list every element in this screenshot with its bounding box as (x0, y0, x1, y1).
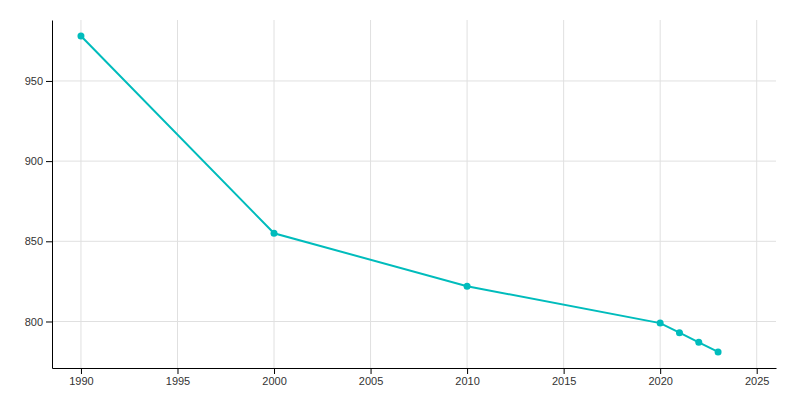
point (695, 339, 702, 346)
grid (52, 20, 776, 368)
x-tick-mark (371, 368, 372, 374)
x-tick-label: 2025 (745, 375, 769, 387)
y-tick: 850 (25, 235, 52, 247)
x-axis-line (53, 368, 777, 369)
grid-line-x (80, 20, 81, 368)
y-axis-line (52, 21, 53, 369)
x-tick: 2005 (359, 368, 383, 387)
y-tick: 900 (25, 155, 52, 167)
x-tick-label: 2010 (455, 375, 479, 387)
x-tick: 2020 (648, 368, 672, 387)
x-tick-mark (660, 368, 661, 374)
x-tick-mark (177, 368, 178, 374)
grid-line-x (274, 20, 275, 368)
x-tick-label: 1990 (69, 375, 93, 387)
x-tick-label: 2020 (648, 375, 672, 387)
y-tick-mark (46, 241, 52, 242)
point (676, 329, 683, 336)
line (81, 36, 718, 352)
x-tick: 2025 (745, 368, 769, 387)
point (464, 283, 471, 290)
x-axis: 1990 1995 2000 2005 2010 2015 2020 2025 (53, 368, 777, 387)
chart-container: 1990 1995 2000 2005 2010 2015 2020 2025 800 850 90… (0, 0, 800, 400)
grid-line-y (52, 80, 776, 81)
y-axis: 800 850 900 950 (25, 21, 53, 369)
grid-line-x (563, 20, 564, 368)
x-tick-mark (467, 368, 468, 374)
grid-line-x (660, 20, 661, 368)
x-tick-label: 2000 (262, 375, 286, 387)
y-tick-label: 950 (25, 75, 43, 87)
grid-line-x (177, 20, 178, 368)
grid-line-x (467, 20, 468, 368)
x-tick-mark (564, 368, 565, 374)
grid-line-y (52, 161, 776, 162)
y-tick: 950 (25, 75, 52, 87)
y-tick-label: 900 (25, 155, 43, 167)
y-tick-mark (46, 81, 52, 82)
x-tick: 1990 (69, 368, 93, 387)
point (77, 33, 84, 40)
x-tick: 1995 (166, 368, 190, 387)
y-tick: 800 (25, 316, 52, 328)
x-tick-label: 2015 (552, 375, 576, 387)
x-tick: 2000 (262, 368, 286, 387)
x-tick-label: 1995 (166, 375, 190, 387)
point (715, 348, 722, 355)
x-tick-mark (81, 368, 82, 374)
grid-line-y (52, 241, 776, 242)
point (271, 230, 278, 237)
x-tick-mark (274, 368, 275, 374)
grid-line-x (756, 20, 757, 368)
grid-line-x (370, 20, 371, 368)
plot: 1990 1995 2000 2005 2010 2015 2020 2025 800 850 90… (25, 20, 777, 387)
y-tick-label: 800 (25, 316, 43, 328)
y-tick-mark (46, 161, 52, 162)
x-tick-mark (757, 368, 758, 374)
grid-line-y (52, 321, 776, 322)
x-tick: 2015 (552, 368, 576, 387)
chart-svg: 1990 1995 2000 2005 2010 2015 2020 2025 800 850 90… (0, 0, 800, 400)
x-tick: 2010 (455, 368, 479, 387)
y-tick-label: 850 (25, 235, 43, 247)
x-tick-label: 2005 (359, 375, 383, 387)
point (657, 320, 664, 327)
marks (77, 33, 721, 356)
y-tick-mark (46, 321, 52, 322)
